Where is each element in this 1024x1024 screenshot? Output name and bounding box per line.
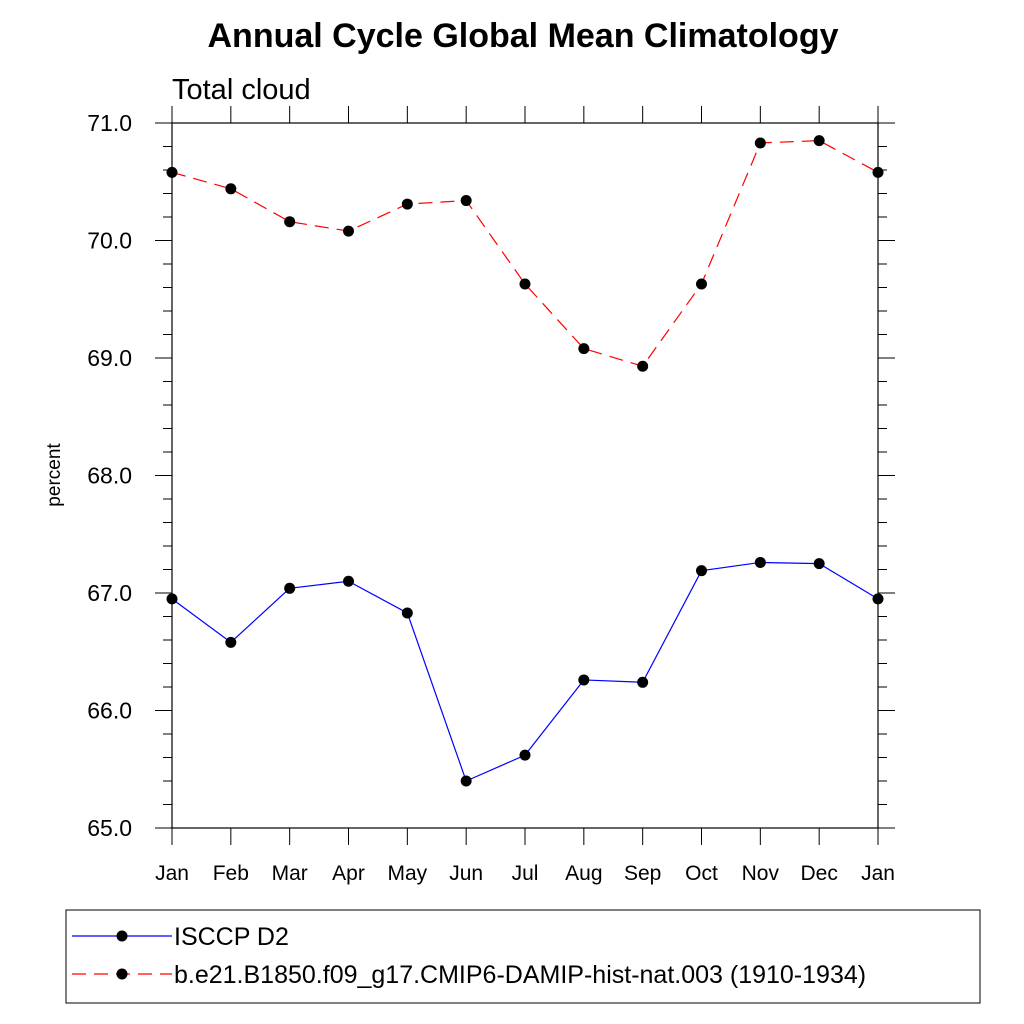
plot-frame	[171, 122, 879, 829]
x-tick-label: Apr	[332, 862, 365, 885]
y-tick-label: 71.0	[87, 110, 132, 136]
series-0-point	[754, 556, 766, 568]
x-tick-label: Mar	[272, 862, 308, 885]
y-tick-label: 69.0	[87, 345, 132, 371]
y-axis-label: percent	[44, 443, 65, 507]
y-tick-label: 70.0	[87, 228, 132, 254]
x-tick-label: Jan	[861, 862, 895, 885]
series-0-point	[578, 674, 590, 686]
series-0-point	[872, 593, 884, 605]
y-tick-label: 65.0	[87, 815, 132, 841]
y-tick-label: 67.0	[87, 580, 132, 606]
series-1-point	[401, 198, 413, 210]
series-1-point	[284, 216, 296, 228]
legend-marker-1	[116, 968, 128, 980]
x-tick-label: May	[387, 862, 427, 885]
series-line-1	[171, 140, 879, 367]
x-tick-label: Feb	[213, 862, 249, 885]
series-0-point	[696, 565, 707, 577]
x-tick-label: Jan	[155, 862, 189, 885]
series-0-point	[225, 636, 237, 648]
series-0-point	[284, 582, 296, 594]
series-line-0	[171, 561, 879, 782]
series-1-point	[343, 225, 354, 237]
x-tick-label: Aug	[565, 862, 602, 885]
series-0-point	[401, 607, 413, 619]
series-1-point	[696, 278, 707, 290]
series-1-point	[637, 360, 649, 372]
chart-title: Annual Cycle Global Mean Climatology	[208, 17, 839, 55]
series-1-point	[166, 166, 178, 178]
chart-subtitle: Total cloud	[172, 74, 311, 106]
x-tick-label: Sep	[624, 862, 661, 885]
legend-box	[65, 909, 981, 1004]
plot-area: 65.0 66.0 67.0 68.0 69.0 70.0 71.0 Jan Feb Mar Apr…	[87, 106, 895, 885]
series-1-point	[225, 183, 237, 195]
series-0-point	[519, 749, 531, 761]
series-1-point	[519, 278, 531, 290]
series-1-point	[872, 166, 884, 178]
x-tick-label: Oct	[685, 862, 718, 885]
series-1-point	[578, 343, 590, 355]
x-tick-label: Dec	[800, 862, 837, 885]
series-1-point	[460, 195, 472, 207]
series-0-point	[637, 676, 649, 688]
x-tick-label: Jul	[512, 862, 539, 885]
legend-label-1: b.e21.B1850.f09_g17.CMIP6-DAMIP-hist-nat…	[174, 961, 866, 989]
series-0-point	[813, 558, 825, 570]
y-tick-label: 66.0	[87, 698, 132, 724]
legend: ISCCP D2 b.e21.B1850.f09_g17.CMIP6-DAMIP-…	[65, 909, 981, 1004]
series-1-point	[813, 135, 825, 147]
legend-label-0: ISCCP D2	[174, 923, 289, 951]
series-0-point	[460, 775, 472, 787]
x-tick-label: Jun	[449, 862, 483, 885]
series-0-point	[343, 575, 354, 587]
series-1-point	[754, 137, 766, 149]
x-tick-label: Nov	[742, 862, 780, 885]
legend-marker-0	[116, 930, 128, 942]
y-tick-label: 68.0	[87, 463, 132, 489]
series-0-point	[166, 593, 178, 605]
